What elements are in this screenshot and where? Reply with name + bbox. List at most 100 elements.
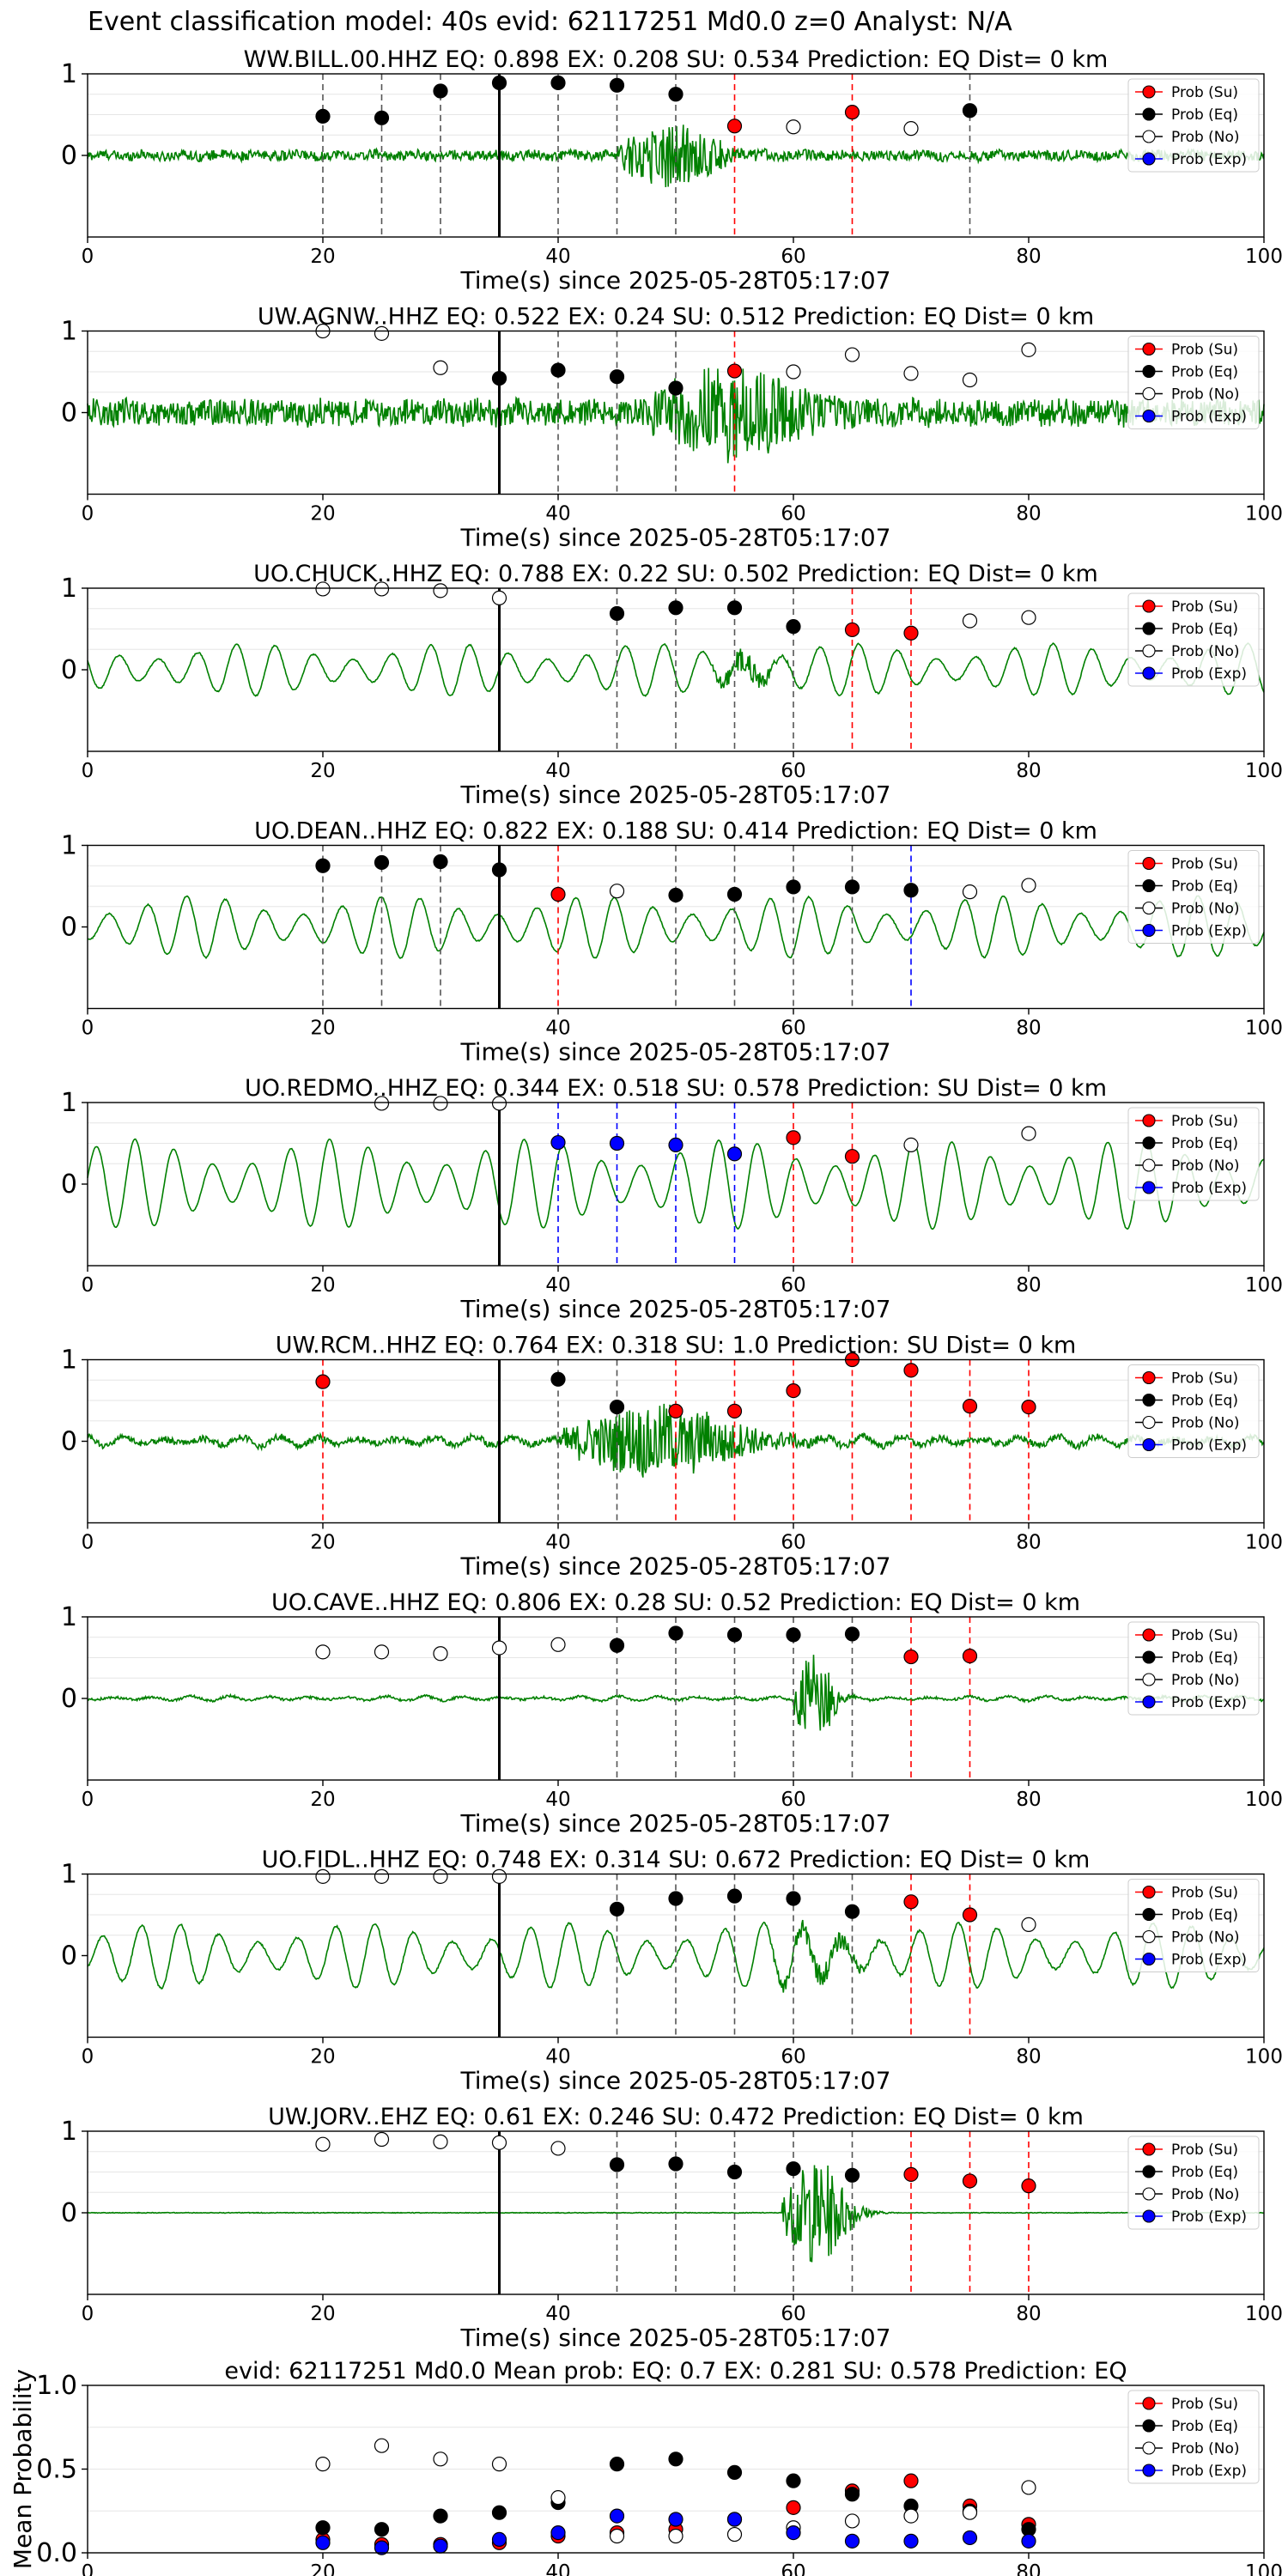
prob-point-no [374, 325, 390, 341]
prob-point-no [374, 1644, 390, 1660]
legend-marker-no [1142, 2187, 1156, 2201]
prob-point-eq [962, 103, 978, 118]
legend-marker-no [1142, 644, 1156, 658]
prob-point-exp [668, 1137, 683, 1153]
legend: Prob (Su) Prob (Eq) Prob (No) Prob (Exp) [1127, 2136, 1260, 2230]
legend-marker-su [1142, 2142, 1156, 2156]
prob-point-su [844, 622, 860, 638]
prob-point-no [903, 121, 919, 137]
mean-point-exp [374, 2540, 390, 2555]
prob-point-su [903, 1894, 919, 1910]
prob-point-no [491, 1868, 507, 1884]
panel-title: UW.JORV..EHZ EQ: 0.61 EX: 0.246 SU: 0.47… [268, 2104, 1084, 2130]
prob-point-eq [786, 619, 801, 635]
prob-point-su [1021, 2178, 1036, 2194]
mean-point-no [668, 2528, 683, 2544]
legend-marker-exp [1142, 2464, 1156, 2477]
legend-marker-no [1142, 1673, 1156, 1686]
station-panel: UO.CHUCK..HHZ EQ: 0.788 EX: 0.22 SU: 0.5… [61, 561, 1283, 809]
mean-point-no [550, 2490, 566, 2506]
legend-label: Prob (No) [1171, 386, 1240, 404]
legend-label: Prob (Su) [1171, 84, 1238, 101]
prob-point-no [1021, 342, 1036, 357]
prob-point-eq [433, 854, 448, 870]
mean-point-eq [844, 2487, 860, 2502]
station-panel: UO.FIDL..HHZ EQ: 0.748 EX: 0.314 SU: 0.6… [61, 1847, 1283, 2095]
x-tick-label: 40 [545, 760, 570, 782]
prob-point-su [550, 886, 566, 902]
prob-point-no [786, 364, 801, 380]
mean-point-no [374, 2438, 390, 2453]
station-panel: WW.BILL.00.HHZ EQ: 0.898 EX: 0.208 SU: 0… [61, 46, 1283, 295]
x-tick-label: 40 [545, 2561, 570, 2576]
station-panel: UO.DEAN..HHZ EQ: 0.822 EX: 0.188 SU: 0.4… [61, 818, 1283, 1066]
x-tick-label: 80 [1016, 2303, 1041, 2325]
x-tick-label: 60 [781, 246, 805, 268]
legend: Prob (Su) Prob (Eq) Prob (No) Prob (Exp) [1127, 2390, 1260, 2484]
legend: Prob (Su) Prob (Eq) Prob (No) Prob (Exp) [1127, 1621, 1260, 1716]
mean-point-no [844, 2513, 860, 2529]
legend-label: Prob (Su) [1171, 1885, 1238, 1902]
x-tick-label: 60 [781, 760, 805, 782]
prob-point-eq [844, 1626, 860, 1642]
prob-point-eq [374, 110, 390, 125]
x-tick-label: 40 [545, 2046, 570, 2069]
prob-point-eq [609, 77, 625, 93]
prob-point-no [1021, 1126, 1036, 1141]
x-tick-label: 80 [1016, 1018, 1041, 1040]
legend-label: Prob (Eq) [1171, 1907, 1238, 1924]
prob-point-eq [433, 83, 448, 99]
x-tick-label: 60 [781, 2046, 805, 2069]
prob-point-eq [315, 858, 331, 873]
legend-marker-eq [1142, 2165, 1156, 2178]
prob-point-su [962, 1399, 978, 1414]
legend-marker-su [1142, 599, 1156, 613]
mean-point-exp [491, 2531, 507, 2547]
prob-point-exp [609, 1135, 625, 1151]
x-tick-label: 60 [781, 503, 805, 526]
legend-marker-no [1142, 901, 1156, 915]
prob-point-eq [374, 854, 390, 871]
legend-label: Prob (Su) [1171, 856, 1238, 873]
x-tick-label: 80 [1016, 246, 1041, 268]
legend-label: Prob (Eq) [1171, 2418, 1238, 2435]
legend-label: Prob (No) [1171, 1415, 1240, 1432]
legend-marker-no [1142, 1929, 1156, 1944]
legend-marker-exp [1142, 1181, 1156, 1194]
prob-point-no [550, 2141, 566, 2156]
page-title: Event classification model: 40s evid: 62… [88, 7, 1012, 37]
legend-box [1127, 1107, 1260, 1201]
prob-point-eq [609, 1901, 625, 1917]
prob-point-no [1021, 1917, 1036, 1932]
prob-point-eq [668, 1625, 683, 1641]
x-tick-label: 20 [310, 2046, 335, 2069]
prob-point-no [491, 590, 507, 606]
prob-point-no [491, 1096, 507, 1111]
x-axis-label: Time(s) since 2025-05-28T05:17:07 [459, 1809, 890, 1838]
prob-point-eq [550, 362, 566, 378]
legend-label: Prob (No) [1171, 129, 1240, 146]
prob-point-no [374, 1868, 390, 1884]
legend-box [1127, 2136, 1260, 2230]
x-tick-label: 60 [781, 1789, 805, 1811]
x-tick-label: 0 [82, 2303, 94, 2325]
legend-label: Prob (No) [1171, 2440, 1240, 2458]
mean-point-su [903, 2473, 919, 2488]
legend-marker-su [1142, 2397, 1156, 2410]
legend-label: Prob (Exp) [1171, 409, 1247, 426]
x-tick-label: 0 [82, 1789, 94, 1811]
prob-point-no [491, 2135, 507, 2150]
x-tick-label: 100 [1245, 2303, 1283, 2325]
prob-point-su [726, 118, 743, 134]
prob-point-eq [668, 87, 683, 102]
legend: Prob (Su) Prob (Eq) Prob (No) Prob (Exp) [1127, 336, 1260, 429]
legend-label: Prob (Su) [1171, 1370, 1238, 1388]
prob-point-eq [726, 600, 743, 616]
y-tick-label: 1 [61, 574, 77, 604]
legend-marker-exp [1142, 2209, 1156, 2223]
legend-marker-exp [1142, 152, 1156, 166]
prob-point-no [962, 613, 978, 629]
prob-point-no [315, 2136, 331, 2152]
x-tick-label: 20 [310, 503, 335, 526]
legend-marker-no [1142, 1158, 1156, 1172]
